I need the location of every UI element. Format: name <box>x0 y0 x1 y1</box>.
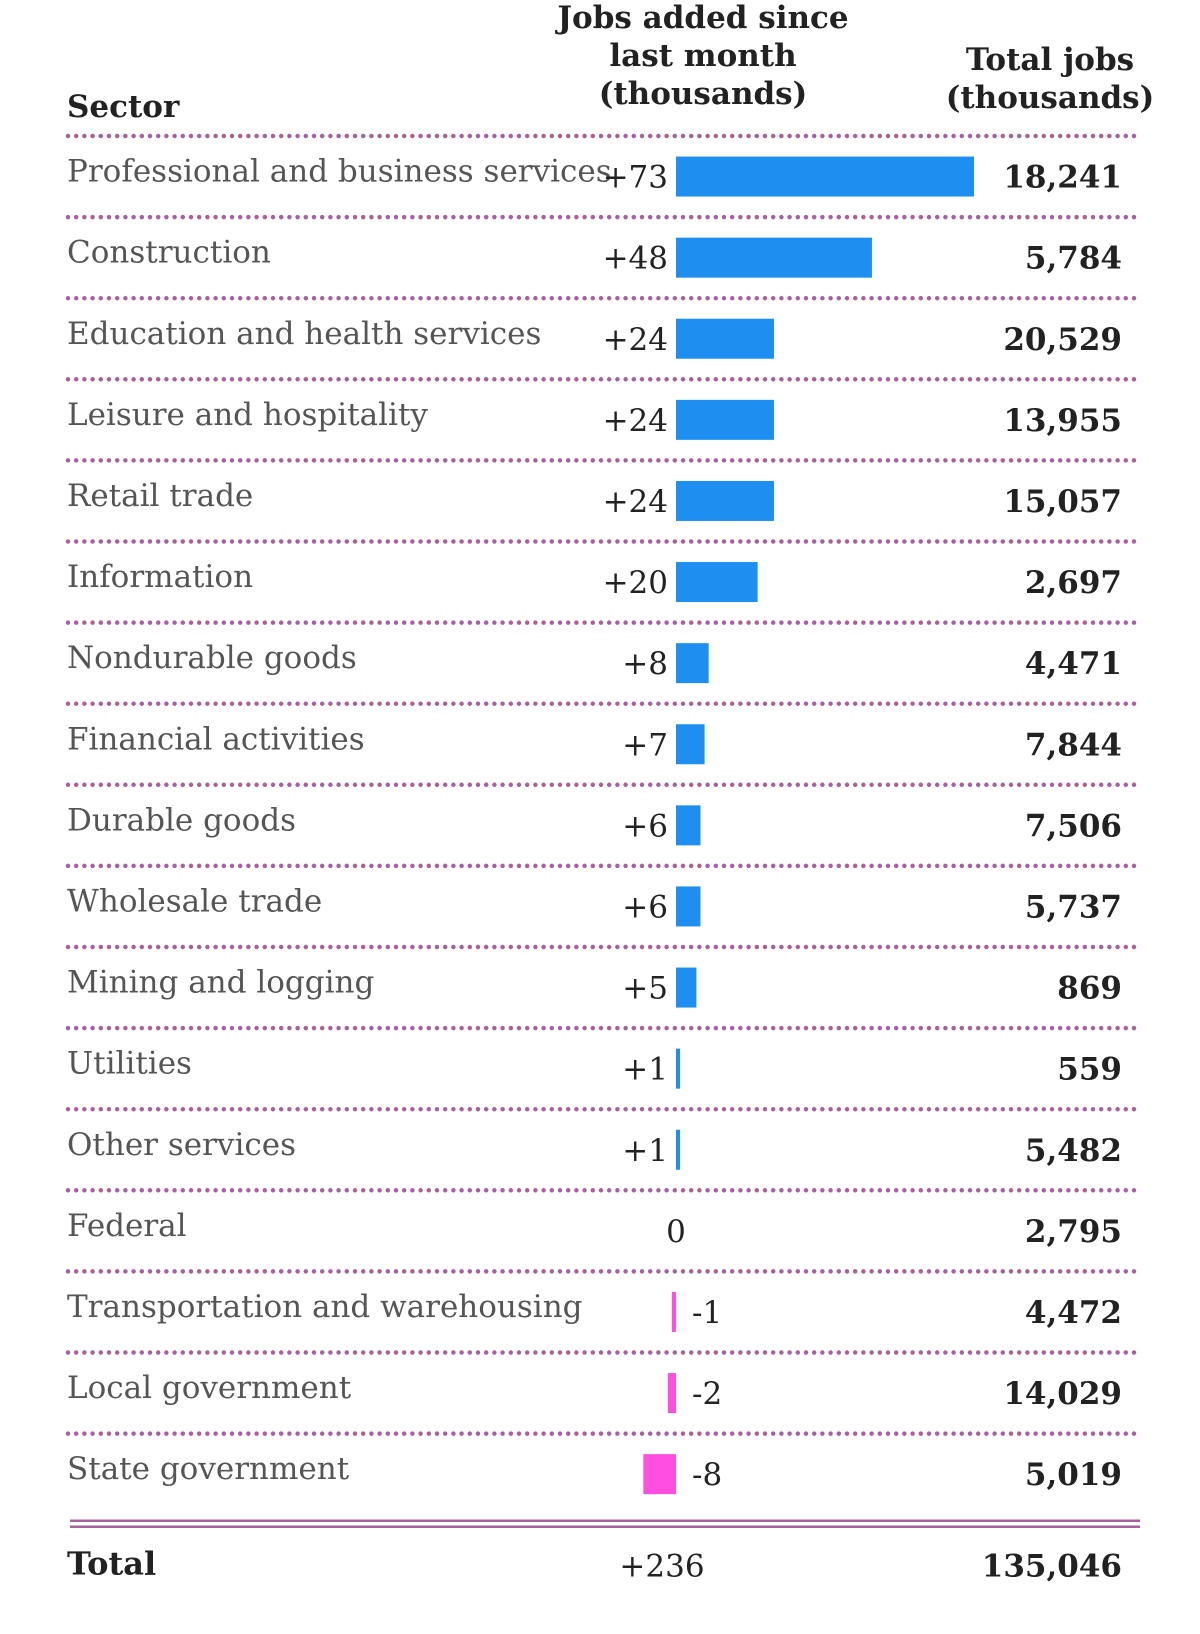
jobs-added-header-line-1: Jobs added since <box>554 0 848 36</box>
sector-label: Professional and business services <box>67 154 612 190</box>
table-row: Wholesale trade +6 5,737 <box>67 883 1122 927</box>
total-jobs-header-line-1: Total jobs <box>966 42 1134 78</box>
change-value: +5 <box>622 971 668 1007</box>
change-bar <box>676 237 872 278</box>
jobs-added-header-line-2: last month <box>609 38 796 74</box>
change-bar <box>676 805 701 846</box>
total-jobs-value: 5,482 <box>1025 1133 1122 1169</box>
sector-label: Local government <box>67 1370 352 1406</box>
total-jobs-value: 5,737 <box>1025 889 1122 925</box>
table-row: Construction +48 5,784 <box>67 235 1122 278</box>
change-bar <box>676 480 774 521</box>
sector-label: Other services <box>67 1127 296 1163</box>
table-row: Information +20 2,697 <box>67 559 1122 603</box>
change-value: +24 <box>603 322 668 358</box>
change-value: +8 <box>622 646 668 682</box>
total-label: Total <box>67 1545 156 1583</box>
total-jobs-sum: 135,046 <box>982 1549 1122 1585</box>
change-value: +1 <box>622 1133 668 1169</box>
change-value: +73 <box>603 160 668 196</box>
sector-label: Transportation and warehousing <box>67 1289 583 1325</box>
change-bar <box>676 156 974 197</box>
total-jobs-value: 4,471 <box>1025 646 1122 682</box>
table-row: Retail trade +24 15,057 <box>67 478 1122 521</box>
total-jobs-value: 7,506 <box>1025 808 1122 844</box>
total-jobs-header-line-2: (thousands) <box>946 80 1155 116</box>
table-header: Sector Jobs added since last month (thou… <box>67 0 1154 125</box>
table-row: Education and health services +24 20,529 <box>67 316 1122 359</box>
change-bar <box>676 724 705 765</box>
change-bar <box>676 562 758 603</box>
sector-label: Durable goods <box>67 802 296 838</box>
total-change-value: +236 <box>619 1549 704 1585</box>
jobs-added-header-line-3: (thousands) <box>599 76 808 112</box>
change-bar <box>676 1129 681 1170</box>
table-row: Other services +1 5,482 <box>67 1127 1122 1170</box>
table-rows: Professional and business services+73 18,… <box>65 133 1145 1495</box>
total-jobs-value: 7,844 <box>1025 727 1122 763</box>
change-value: -8 <box>692 1457 722 1493</box>
sector-label: Federal <box>67 1208 187 1244</box>
table-row: Professional and business services+73 18,… <box>67 154 1122 197</box>
sector-column-header: Sector <box>67 89 180 125</box>
change-bar <box>676 886 701 927</box>
change-bar <box>676 967 697 1008</box>
total-jobs-value: 18,241 <box>1003 160 1122 196</box>
total-row: Total +236 135,046 <box>67 1519 1140 1585</box>
change-value: +24 <box>603 484 668 520</box>
table-row: Durable goods +6 7,506 <box>67 802 1122 846</box>
table-row: Nondurable goods +8 4,471 <box>67 640 1122 684</box>
change-value: +24 <box>603 403 668 439</box>
change-value: +1 <box>622 1052 668 1088</box>
table-row: State government -8 5,019 <box>67 1451 1122 1495</box>
total-jobs-value: 5,784 <box>1025 241 1122 277</box>
change-value: +48 <box>603 241 668 277</box>
change-bar <box>671 1291 676 1332</box>
change-bar <box>676 399 774 440</box>
sector-label: Retail trade <box>67 478 253 514</box>
sector-label: Education and health services <box>67 316 541 352</box>
table-row: Local government -2 14,029 <box>67 1370 1122 1414</box>
change-value: +6 <box>622 889 668 925</box>
total-jobs-value: 15,057 <box>1003 484 1122 520</box>
sector-label: Wholesale trade <box>67 883 322 919</box>
change-value: +7 <box>622 727 668 763</box>
sector-label: Mining and logging <box>67 965 374 1001</box>
sector-label: Nondurable goods <box>67 640 357 676</box>
sector-label: Information <box>67 559 253 595</box>
table-row: Financial activities +7 7,844 <box>67 721 1122 765</box>
total-jobs-value: 2,795 <box>1025 1214 1122 1250</box>
sector-label: Financial activities <box>67 721 365 757</box>
change-bar <box>676 1048 681 1089</box>
total-jobs-value: 20,529 <box>1003 322 1122 358</box>
table-row: Mining and logging +5 869 <box>67 965 1122 1008</box>
change-value: +20 <box>603 565 668 601</box>
table-row: Transportation and warehousing -1 4,472 <box>67 1289 1122 1332</box>
change-value: -2 <box>692 1376 722 1412</box>
sector-label: State government <box>67 1451 350 1487</box>
total-jobs-value: 559 <box>1057 1052 1122 1088</box>
total-jobs-value: 2,697 <box>1025 565 1122 601</box>
sector-label: Utilities <box>67 1046 192 1082</box>
total-jobs-value: 14,029 <box>1003 1376 1122 1412</box>
change-bar <box>643 1454 676 1495</box>
change-bar <box>676 643 709 684</box>
change-value: +6 <box>622 808 668 844</box>
change-value: 0 <box>666 1214 686 1250</box>
total-jobs-value: 5,019 <box>1025 1457 1122 1493</box>
total-jobs-value: 13,955 <box>1003 403 1122 439</box>
table-row: Utilities +1 559 <box>67 1046 1122 1089</box>
table-row: Leisure and hospitality +24 13,955 <box>67 397 1122 440</box>
change-bar <box>676 318 774 359</box>
change-value: -1 <box>692 1295 722 1331</box>
sector-label: Leisure and hospitality <box>67 397 428 433</box>
total-jobs-value: 869 <box>1057 971 1122 1007</box>
change-bar <box>667 1373 676 1414</box>
total-jobs-value: 4,472 <box>1025 1295 1122 1331</box>
table-row: Federal 0 2,795 <box>67 1208 1122 1250</box>
sector-label: Construction <box>67 235 271 271</box>
